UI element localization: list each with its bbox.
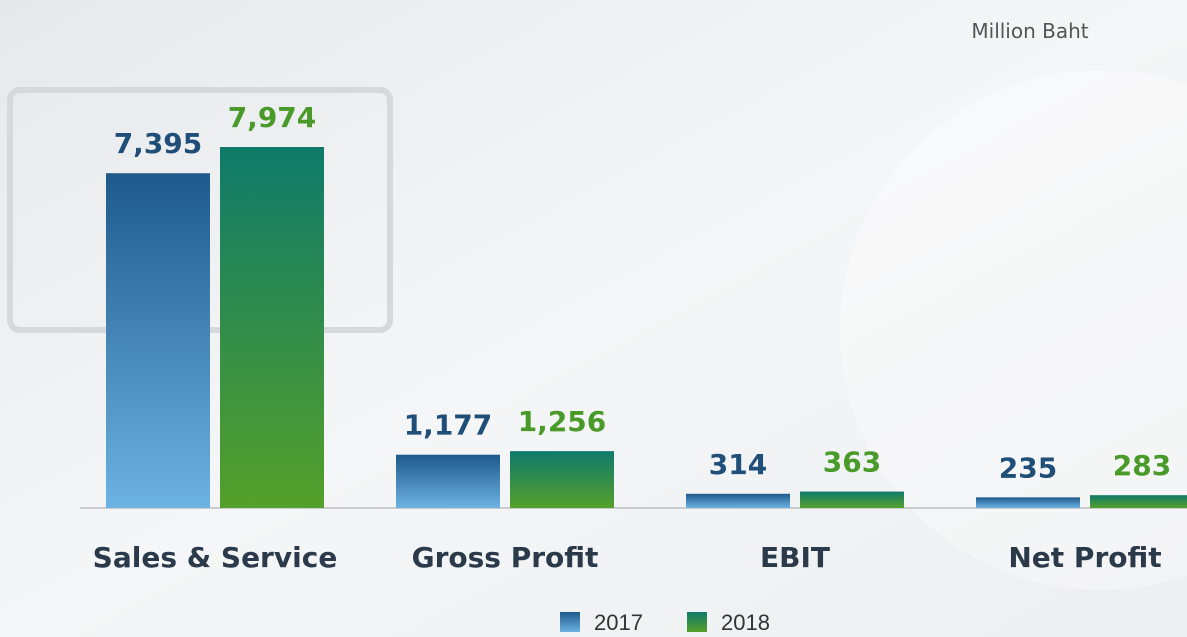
category-label: EBIT	[760, 541, 830, 574]
bar	[510, 451, 614, 508]
bar	[1090, 495, 1187, 508]
value-label: 1,256	[518, 405, 607, 438]
value-label: 363	[823, 446, 881, 479]
category-label: Net Profit	[1008, 541, 1161, 574]
category-label: Sales & Service	[93, 541, 338, 574]
bar	[396, 454, 500, 508]
bar	[686, 493, 790, 508]
value-label: 314	[709, 448, 767, 481]
value-label: 283	[1113, 449, 1171, 482]
value-label: 7,395	[114, 127, 203, 160]
legend-label: 2017	[594, 610, 643, 635]
value-label: 1,177	[404, 409, 493, 442]
value-label: 7,974	[228, 101, 317, 134]
decor-circle	[840, 70, 1187, 590]
legend-swatch	[560, 612, 580, 632]
bar	[220, 147, 324, 508]
category-label: Gross Profit	[412, 541, 599, 574]
value-label: 235	[999, 451, 1057, 484]
bar	[106, 173, 210, 508]
bar	[800, 491, 904, 508]
legend-swatch	[687, 612, 707, 632]
legend-label: 2018	[721, 610, 770, 635]
unit-annotation: Million Baht	[971, 19, 1088, 43]
bar	[976, 497, 1080, 508]
